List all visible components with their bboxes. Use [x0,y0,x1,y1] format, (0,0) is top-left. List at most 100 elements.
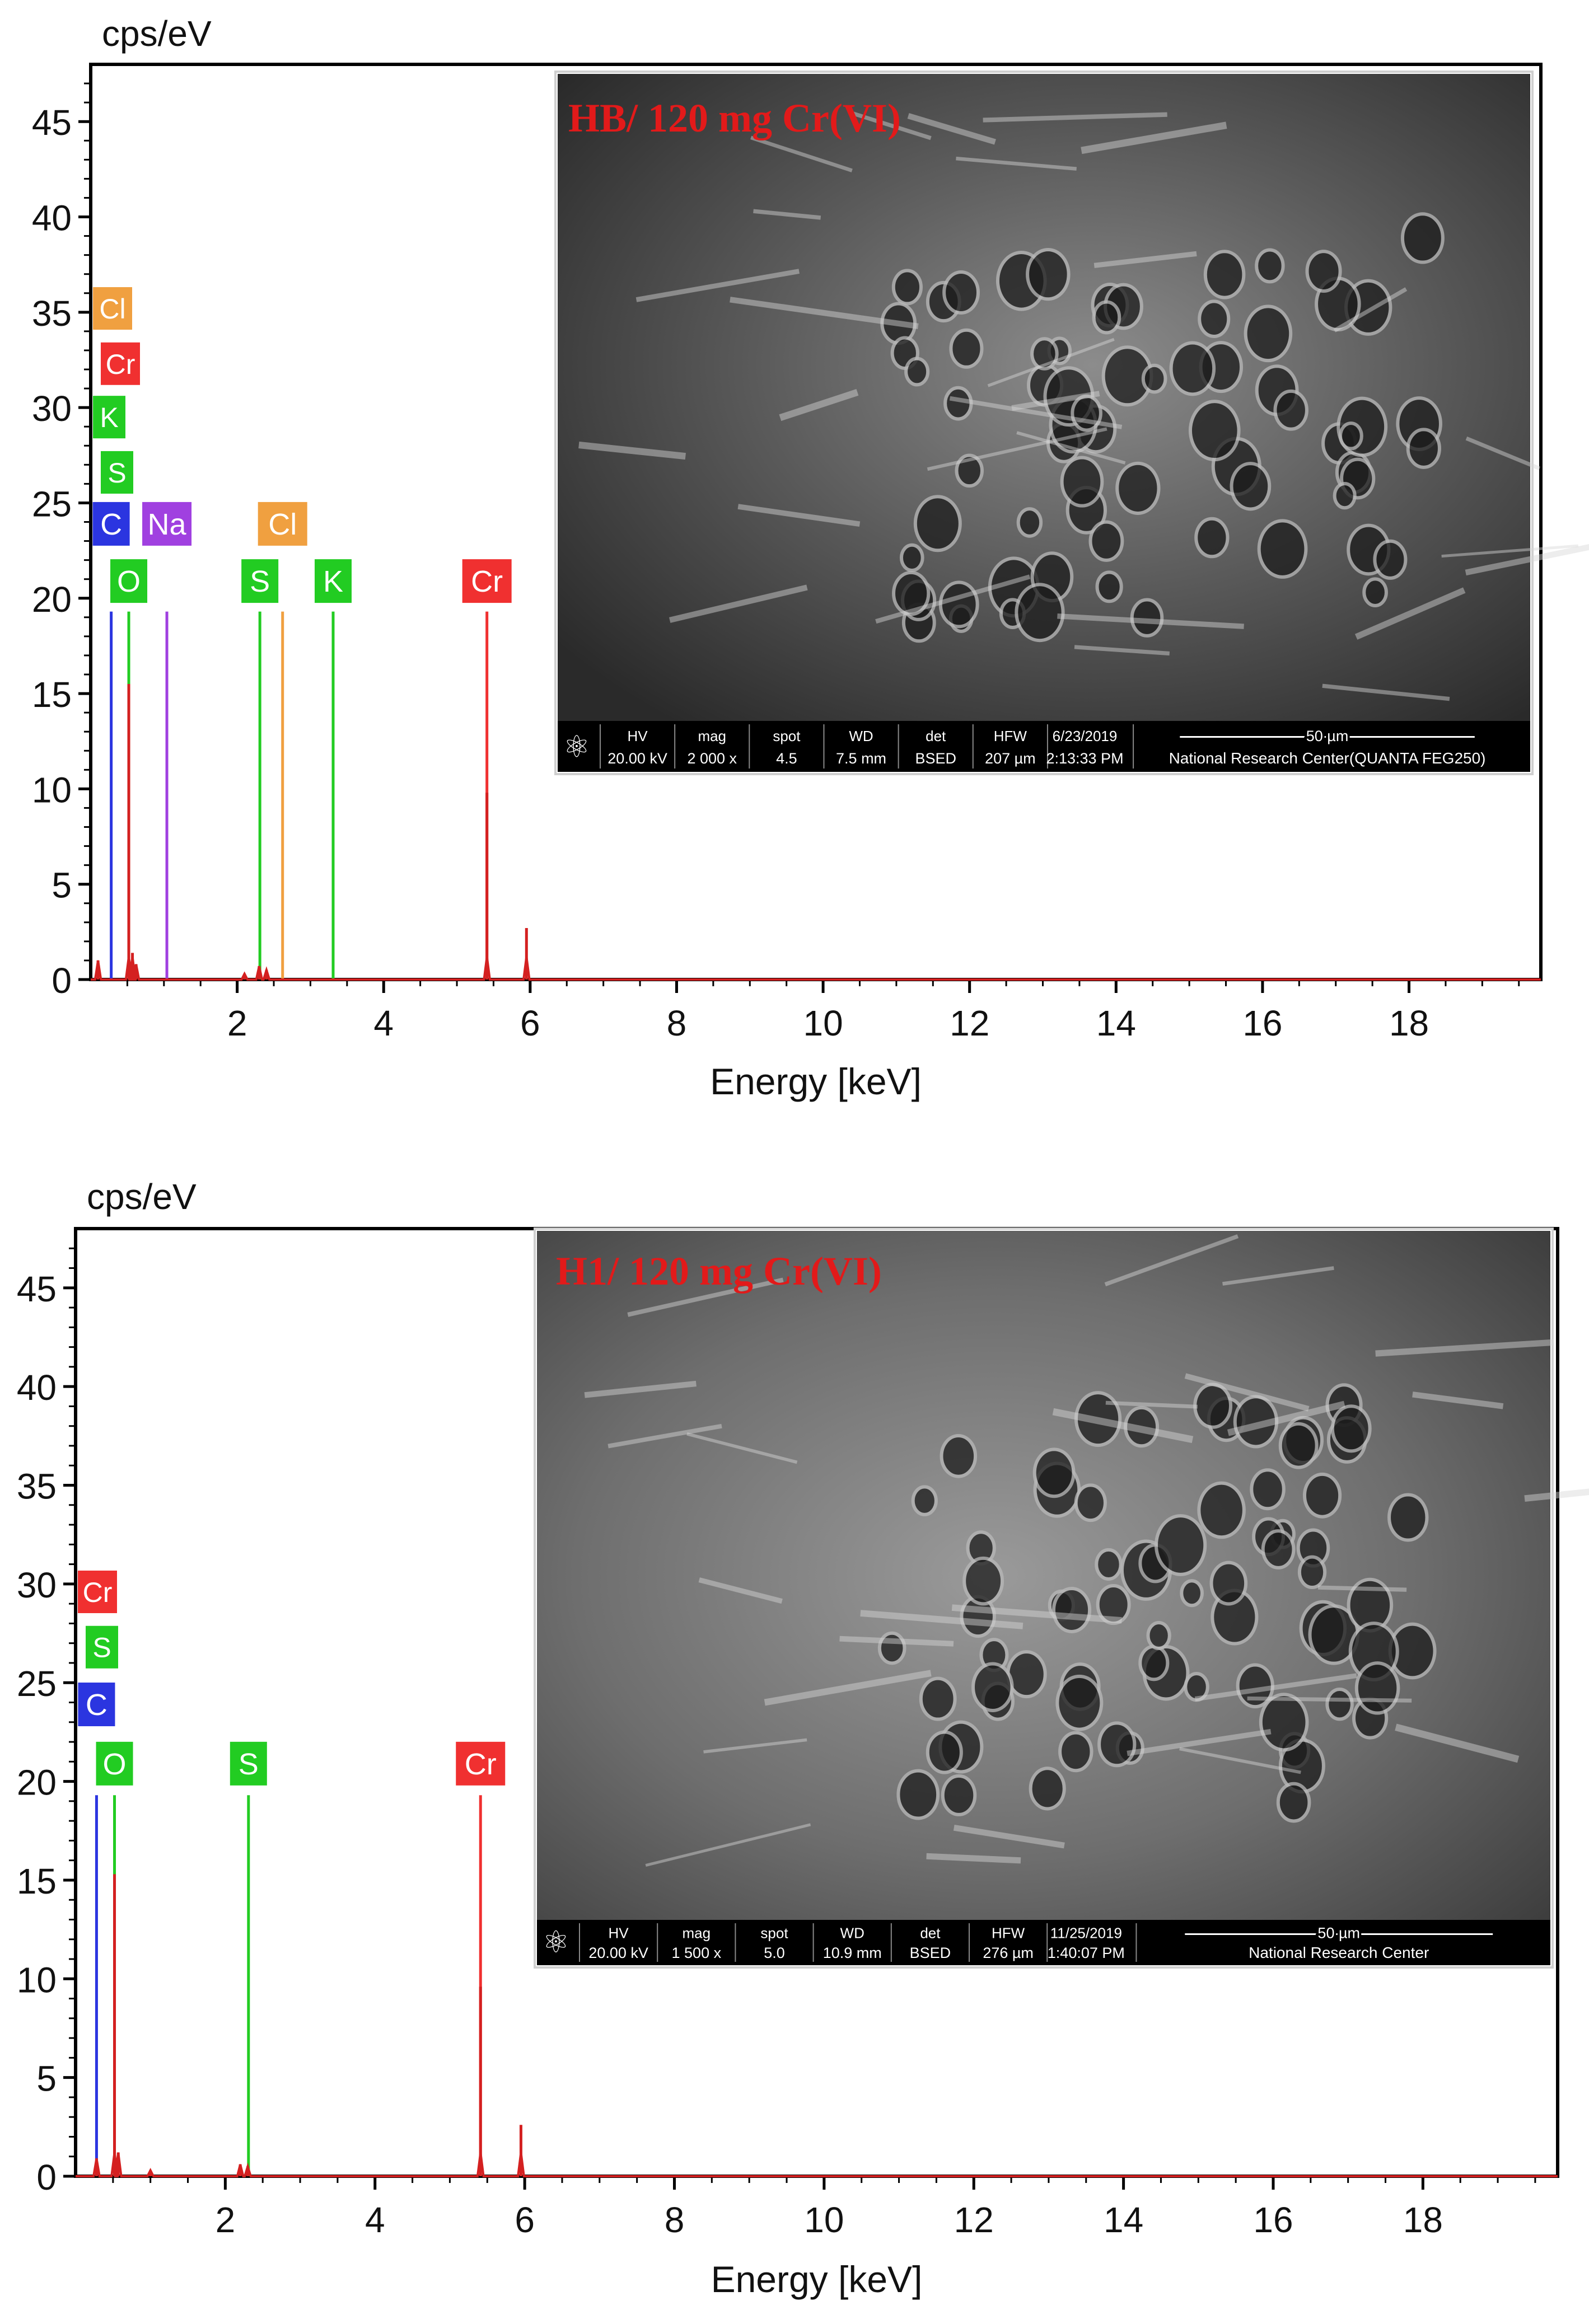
sem-flake [1412,1391,1504,1409]
sem-flake [1104,1234,1239,1287]
sem-pore [1233,1395,1279,1449]
sem-flake [875,574,1031,624]
y-tick-label: 5 [52,865,72,906]
sem-flake [698,1577,783,1604]
sem-pore [911,1485,938,1516]
y-tick-label: 20 [32,579,72,620]
sem-flake [750,135,853,172]
sem-flake [953,1825,1065,1849]
sem-pore [1250,1468,1286,1511]
sem-pore [1029,1767,1066,1811]
sem-flake [1016,431,1126,465]
sem-flake [907,113,996,145]
sem-title: HB/ 120 mg Cr(VI) [568,96,901,140]
sem-pore [1387,1493,1429,1542]
sem-info-value: BSED [915,750,956,767]
sem-pore [1362,577,1388,608]
sem-pore [938,580,979,629]
eds-chart-hb: 0 5 10 15 20 25 30 35 40 45 2 4 6 8 10 12 14 16 18 cps/eV En… [32,13,1589,1102]
sem-inset: H1/ 120 mg Cr(VI) ⚛ HV 20.00 kV mag 1 500 x sp… [534,1227,1589,1969]
sem-flake [779,388,859,421]
y-tick-label: 45 [32,102,72,143]
sem-flake [1074,645,1170,656]
sem-info-head: HFW [994,728,1027,744]
sem-pore [1180,1579,1204,1608]
sem-pore [1055,1674,1104,1731]
sem-pore [1194,517,1230,559]
sem-info-value: 20.00 kV [588,1945,648,1961]
sem-flake [1093,251,1197,268]
sem-pore [1030,337,1059,371]
sem-pore [1373,539,1408,580]
sem-pore [1197,1481,1246,1539]
sem-pore [1169,341,1216,396]
sem-flake [753,209,821,220]
sem-pore [1230,462,1272,511]
sem-pore [1095,1548,1123,1581]
sem-info-bar [537,1920,1550,1965]
sem-flake [926,1853,1021,1864]
sem-pore [899,543,924,573]
y-tick-label: 10 [17,1960,57,2000]
element-label: S [239,1747,259,1781]
y-tick-label: 35 [17,1466,57,1507]
sem-flake [983,112,1167,123]
sem-flake [1333,287,1408,332]
sem-pore [1138,1644,1170,1681]
stack-label-box [78,1570,117,1613]
x-tick-label: 8 [667,1003,687,1043]
sem-info-value: 10.9 mm [823,1945,882,1961]
element-label: Na [148,508,187,541]
sem-flake [730,297,919,330]
sem-pore [1236,1663,1274,1709]
sem-flake [1194,1673,1357,1702]
sem-flake [764,1670,932,1706]
y-tick-label: 30 [17,1565,57,1605]
sem-info-value: 207 µm [985,750,1036,767]
stack-label: Cr [83,1577,113,1608]
x-tick-label: 2 [216,2200,236,2240]
sem-flake [635,269,800,302]
sem-pore [896,1769,940,1820]
element-label-box [142,502,192,546]
sem-pore [891,269,923,306]
sem-info-value: 1:40:07 PM [1048,1945,1125,1961]
sem-flake [1465,544,1589,576]
stack-label: K [100,402,118,433]
stack-label-box [86,1625,118,1669]
element-label: S [250,565,270,598]
sem-info-head: HFW [992,1924,1025,1941]
element-label-box [230,1741,267,1786]
stack-label-box [101,451,133,494]
y-tick-label: 5 [36,2059,57,2099]
sem-pore [1276,1782,1311,1823]
sem-pore [962,1556,1004,1606]
y-tick-label: 15 [17,1861,57,1901]
sem-micrograph [537,1231,1550,1920]
eds-chart-h1: 0 5 10 15 20 25 30 35 40 45 2 4 6 8 10 12 14 16 18 cps/eV En… [17,1177,1589,2300]
sem-pore [1333,481,1357,510]
sem-info-head: mag [683,1924,711,1941]
sem-pore [919,1676,957,1721]
sem-flake [1247,1696,1412,1703]
x-axis-label: Energy [keV] [711,2259,923,2300]
sem-pore [955,453,984,488]
sem-pore [949,328,984,369]
sem-info-value: 2 000 x [687,750,737,767]
stack-label: S [108,457,126,489]
sem-info-head: 6/23/2019 [1053,728,1118,744]
sem-info-value: 7.5 mm [836,750,886,767]
sem-flake [949,396,1123,429]
sem-flake [951,1604,1122,1624]
sem-flake [1317,1585,1407,1592]
sem-flake [1081,121,1227,154]
stack-label: S [92,1632,111,1664]
x-tick-label: 14 [1096,1003,1136,1043]
sem-flake [737,504,861,527]
sem-pore [1074,1391,1122,1447]
sem-pore [1115,461,1161,515]
sem-atom-icon: ⚛ [543,1925,569,1959]
sem-info-value: 2:13:33 PM [1046,750,1123,767]
sem-pore [940,1434,978,1478]
